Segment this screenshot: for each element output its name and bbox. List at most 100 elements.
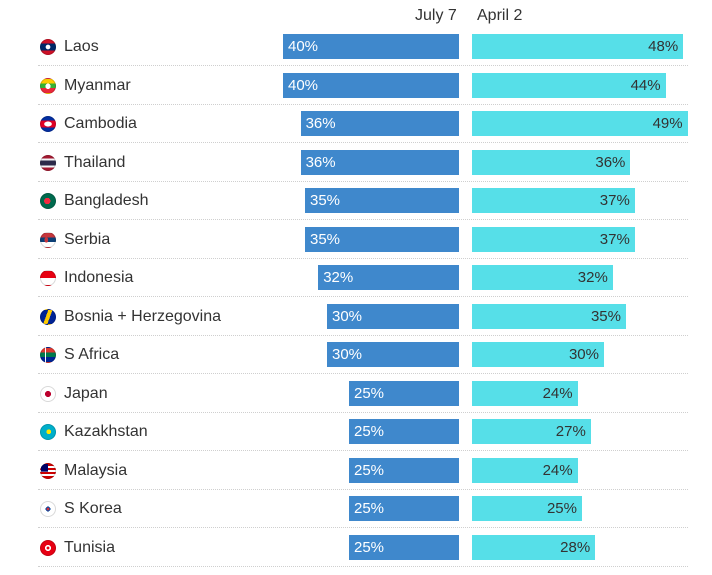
data-label-july-7: 36% — [305, 153, 336, 171]
bar-july-7: 30% — [327, 303, 459, 329]
data-label-april-2: 37% — [599, 230, 630, 248]
data-label-july-7: 25% — [354, 500, 385, 517]
tunisia-flag-icon — [40, 539, 56, 556]
data-label-july-7: 36% — [305, 115, 336, 132]
series-label-april-2: April 2 — [477, 7, 523, 24]
category-label: S Africa — [64, 346, 120, 363]
category-label: Laos — [64, 38, 99, 55]
category-label: Japan — [64, 384, 108, 402]
bar-july-7: 32% — [318, 265, 459, 290]
data-label-july-7: 35% — [310, 192, 341, 209]
bar-april-2: 25% — [472, 496, 582, 521]
data-label-april-2: 24% — [542, 461, 573, 479]
bar-july-7: 35% — [305, 226, 459, 252]
chart-row: Thailand 36% 36% — [38, 144, 688, 182]
kazakhstan-flag-icon — [40, 424, 56, 440]
category-label: Indonesia — [64, 269, 134, 286]
malaysia-flag-icon — [40, 462, 56, 479]
chart-row: S Korea 25% 25% — [38, 490, 688, 528]
category-label: Bosnia + Herzegovina — [64, 307, 221, 325]
category-label: Malaysia — [64, 461, 128, 479]
bar-april-2: 37% — [472, 188, 635, 213]
category-label: Bangladesh — [64, 192, 149, 209]
japan-flag-icon — [40, 385, 56, 402]
bar-july-7: 40% — [283, 34, 459, 59]
data-label-april-2: 48% — [648, 38, 679, 55]
bar-july-7: 36% — [300, 149, 459, 175]
chart-row: Malaysia 25% 24% — [38, 452, 688, 490]
category-label: Thailand — [64, 153, 126, 171]
chart-row: Serbia 35% 37% — [38, 221, 688, 259]
south-korea-flag-icon — [40, 501, 56, 517]
bar-april-2: 32% — [472, 265, 613, 290]
indonesia-flag-icon — [40, 270, 56, 286]
bar-july-7: 25% — [349, 534, 459, 560]
category-label: Kazakhstan — [64, 423, 148, 440]
bosnia-flag-icon — [40, 308, 56, 325]
data-label-april-2: 28% — [560, 538, 591, 556]
category-label: Cambodia — [64, 115, 137, 132]
bar-april-2: 49% — [472, 111, 688, 136]
data-label-july-7: 30% — [332, 346, 363, 363]
bar-july-7: 35% — [305, 188, 459, 213]
bar-july-7: 25% — [349, 380, 459, 406]
chart-row: S Africa 30% 30% — [38, 336, 688, 374]
data-label-april-2: 30% — [568, 346, 599, 363]
data-label-july-7: 25% — [354, 461, 385, 479]
data-label-july-7: 25% — [354, 384, 385, 402]
bar-july-7: 30% — [327, 342, 459, 367]
bar-april-2: 37% — [472, 226, 635, 252]
bar-april-2: 44% — [472, 72, 666, 98]
category-label: Tunisia — [64, 538, 115, 556]
bar-july-7: 40% — [283, 72, 459, 98]
chart-row: Japan 25% 24% — [38, 375, 688, 413]
bar-april-2: 27% — [472, 419, 591, 444]
chart-row: Indonesia 32% 32% — [38, 259, 688, 297]
south-africa-flag-icon — [40, 347, 56, 363]
data-label-july-7: 25% — [354, 423, 385, 440]
bar-april-2: 28% — [472, 534, 596, 560]
data-label-july-7: 40% — [288, 38, 319, 55]
data-label-april-2: 27% — [555, 423, 586, 440]
chart-row: Tunisia 25% 28% — [38, 529, 688, 567]
data-label-july-7: 25% — [354, 538, 385, 556]
bangladesh-flag-icon — [40, 193, 56, 209]
chart-row: Bosnia + Herzegovina 30% 35% — [38, 298, 688, 336]
data-label-july-7: 32% — [323, 269, 354, 286]
bar-july-7: 25% — [349, 419, 459, 444]
category-label: S Korea — [64, 500, 122, 517]
data-label-april-2: 24% — [542, 384, 573, 402]
data-label-april-2: 32% — [577, 269, 608, 286]
chart-row: Kazakhstan 25% 27% — [38, 413, 688, 451]
bar-april-2: 30% — [472, 342, 604, 367]
series-label-july-7: July 7 — [415, 7, 457, 24]
bar-july-7: 25% — [349, 457, 459, 483]
data-label-april-2: 44% — [630, 76, 661, 94]
myanmar-flag-icon — [40, 77, 56, 94]
bar-july-7: 25% — [349, 496, 459, 521]
data-label-april-2: 35% — [590, 307, 621, 325]
data-label-july-7: 30% — [332, 307, 363, 325]
serbia-flag-icon — [40, 231, 56, 248]
chart-row: Myanmar 40% 44% — [38, 67, 688, 105]
laos-flag-icon — [40, 39, 56, 55]
bar-july-7: 36% — [300, 111, 459, 136]
bar-april-2: 36% — [472, 149, 631, 175]
bar-april-2: 35% — [472, 303, 626, 329]
bar-april-2: 48% — [472, 34, 684, 59]
data-label-april-2: 36% — [595, 153, 626, 171]
bar-april-2: 24% — [472, 380, 578, 406]
chart-row: Bangladesh 35% 37% — [38, 182, 688, 220]
cambodia-flag-icon — [40, 116, 56, 132]
bar-april-2: 24% — [472, 457, 578, 483]
data-label-april-2: 49% — [652, 115, 683, 132]
data-label-april-2: 37% — [599, 192, 630, 209]
data-label-july-7: 35% — [310, 230, 341, 248]
data-label-july-7: 40% — [288, 76, 319, 94]
chart-row: Cambodia 36% 49% — [38, 105, 688, 143]
data-label-april-2: 25% — [546, 500, 577, 517]
category-label: Serbia — [64, 230, 111, 248]
category-label: Myanmar — [64, 76, 131, 94]
thailand-flag-icon — [40, 154, 56, 171]
